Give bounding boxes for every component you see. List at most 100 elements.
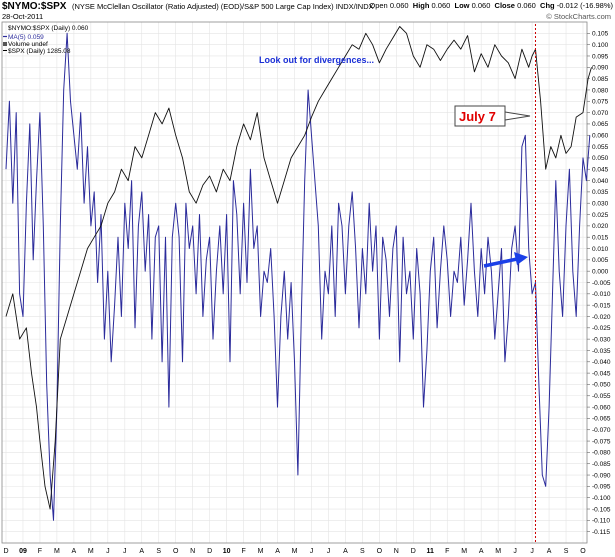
y-tick-label: -0.015 — [592, 302, 611, 309]
legend-item-volume: Volume undef — [8, 41, 48, 48]
high-value: 0.060 — [431, 1, 451, 10]
x-tick-label: F — [38, 548, 42, 555]
x-tick-label: M — [88, 548, 94, 555]
arrow-head — [514, 252, 528, 265]
y-tick-label: 0.000 — [592, 268, 609, 275]
y-tick-label: -0.090 — [592, 472, 611, 479]
y-tick-label: 0.020 — [592, 223, 609, 230]
y-tick-label: -0.025 — [592, 325, 611, 332]
spx-series — [5, 26, 592, 510]
y-tick-label: 0.100 — [592, 42, 609, 49]
brand-watermark: © StockCharts.com — [546, 12, 611, 21]
x-tick-label: N — [190, 548, 195, 555]
x-tick-label: J — [513, 548, 517, 555]
low-label: Low — [454, 1, 470, 10]
y-tick-label: 0.005 — [592, 257, 609, 264]
close-label: Close — [494, 1, 515, 10]
y-tick-label: 0.040 — [592, 178, 609, 185]
series-layer — [5, 26, 592, 521]
x-tick-label: M — [258, 548, 264, 555]
x-tick-label: A — [275, 548, 280, 555]
y-tick-label: 0.070 — [592, 110, 609, 117]
y-tick-label: -0.005 — [592, 280, 611, 287]
y-tick-label: 0.050 — [592, 155, 609, 162]
x-tick-label: J — [327, 548, 331, 555]
x-tick-label: F — [241, 548, 245, 555]
y-tick-label: 0.060 — [592, 133, 609, 140]
legend-item-symbol: $NYMO:$SPX (Daily) 0.060 — [8, 25, 89, 32]
x-tick-label: A — [72, 548, 77, 555]
y-tick-label: 0.015 — [592, 234, 609, 241]
x-tick-label: M — [495, 548, 501, 555]
y-tick-label: 0.075 — [592, 99, 609, 106]
y-tick-label: -0.105 — [592, 506, 611, 513]
symbol-title: $NYMO:$SPX — [2, 1, 67, 12]
x-tick-label: 11 — [427, 548, 435, 555]
x-tick-label: O — [377, 548, 383, 555]
july-7-callout: July 7 — [454, 105, 531, 127]
x-tick-label: O — [173, 548, 179, 555]
high-label: High — [412, 1, 430, 10]
chart-header: $NYMO:$SPX (NYSE McClellan Oscillator (R… — [2, 1, 613, 12]
legend-item-ma: MA(5) 0.059 — [8, 34, 44, 41]
x-tick-label: J — [106, 548, 110, 555]
x-tick-label: A — [139, 548, 144, 555]
chg-value: -0.012 (-16.98%) — [556, 1, 613, 10]
quote-summary: Open 0.060 High 0.060 Low 0.060 Close 0.… — [369, 1, 613, 10]
x-tick-label: A — [479, 548, 484, 555]
divergence-arrow — [483, 252, 528, 268]
chart-date: 28-Oct-2011 — [2, 12, 44, 21]
y-tick-label: -0.070 — [592, 427, 611, 434]
y-tick-label: -0.095 — [592, 484, 611, 491]
volume-legend-swatch — [3, 42, 7, 46]
y-tick-label: -0.110 — [592, 518, 610, 525]
x-tick-label: J — [530, 548, 534, 555]
x-tick-label: A — [343, 548, 348, 555]
x-tick-label: F — [445, 548, 449, 555]
y-tick-label: 0.095 — [592, 53, 609, 60]
x-tick-label: M — [54, 548, 60, 555]
x-tick-label: M — [461, 548, 467, 555]
x-tick-label: D — [3, 548, 8, 555]
y-tick-label: -0.065 — [592, 416, 611, 423]
x-tick-label: 10 — [223, 548, 231, 555]
x-axis: D 09 F M A M J J A S O N D 10 F M A M J J A S O N D 11 F M A M J J A S O — [3, 548, 586, 555]
y-tick-label: 0.045 — [592, 167, 609, 174]
y-tick-label: -0.085 — [592, 461, 611, 468]
x-tick-label: S — [156, 548, 161, 555]
y-tick-label: 0.090 — [592, 65, 609, 72]
oscillator-ma-series — [5, 32, 591, 521]
x-tick-label: D — [411, 548, 416, 555]
y-tick-label: -0.035 — [592, 348, 611, 355]
close-value: 0.060 — [517, 1, 536, 10]
y-tick-label: -0.100 — [592, 495, 611, 502]
y-tick-label: -0.010 — [592, 291, 611, 298]
open-label: Open — [369, 1, 388, 10]
x-tick-label: O — [580, 548, 586, 555]
y-tick-label: -0.040 — [592, 359, 611, 366]
x-tick-label: N — [394, 548, 399, 555]
y-tick-label: 0.055 — [592, 144, 609, 151]
y-tick-label: 0.080 — [592, 87, 609, 94]
y-tick-label: 0.025 — [592, 212, 609, 219]
y-tick-label: 0.085 — [592, 76, 609, 83]
y-tick-label: -0.075 — [592, 438, 611, 445]
symbol-description: (NYSE McClellan Oscillator (Ratio Adjust… — [71, 2, 374, 11]
y-tick-label: -0.020 — [592, 314, 611, 321]
open-value: 0.060 — [389, 1, 409, 10]
arrow-shaft — [483, 257, 518, 268]
x-tick-label: M — [292, 548, 298, 555]
x-tick-label: S — [564, 548, 569, 555]
x-tick-label: J — [310, 548, 314, 555]
y-tick-label: 0.105 — [592, 31, 609, 38]
low-value: 0.060 — [471, 1, 491, 10]
chg-label: Chg — [540, 1, 555, 10]
x-tick-label: 09 — [19, 548, 27, 555]
x-tick-label: S — [360, 548, 365, 555]
y-tick-label: -0.045 — [592, 370, 611, 377]
legend: $NYMO:$SPX (Daily) 0.060 MA(5) 0.059 Vol… — [3, 25, 89, 55]
y-tick-label: -0.060 — [592, 404, 611, 411]
y-tick-label: 0.065 — [592, 121, 609, 128]
y-tick-label: -0.055 — [592, 393, 611, 400]
